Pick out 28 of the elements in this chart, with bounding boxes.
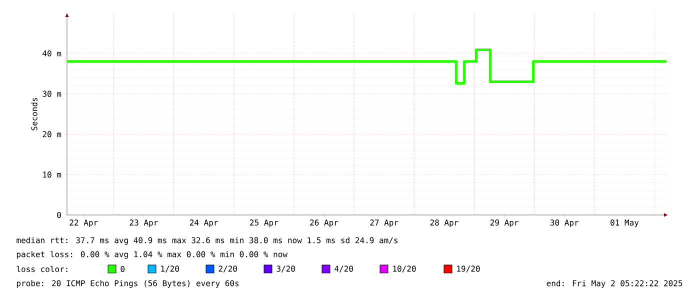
x-tick-label: 30 Apr bbox=[550, 220, 579, 228]
text: end: Fri May 2 05:22:22 2025 bbox=[546, 280, 682, 288]
x-tick-label: 01 May bbox=[610, 220, 639, 228]
legend-label: 0 bbox=[120, 266, 125, 272]
y-axis-title: Seconds bbox=[31, 98, 38, 130]
x-tick-label: 27 Apr bbox=[370, 220, 398, 228]
legend-label: 2/20 bbox=[218, 266, 237, 272]
y-tick-label: 40 m bbox=[42, 50, 62, 56]
y-tick-label: 30 m bbox=[42, 90, 62, 97]
legend-label: 3/20 bbox=[276, 266, 295, 272]
y-tick-label: 20 m bbox=[42, 131, 62, 138]
x-tick-label: 24 Apr bbox=[190, 220, 218, 228]
text: median rtt: 37.7 ms avg 40.9 ms max 32.6 ms min 38.0 ms now 1.5 ms sd 24.9 am/s bbox=[16, 237, 398, 245]
x-tick-label: 25 Apr bbox=[250, 220, 278, 228]
x-tick-label: 28 Apr bbox=[430, 220, 458, 228]
legend-label: 4/20 bbox=[334, 266, 353, 272]
legend-label: 19/20 bbox=[457, 266, 480, 272]
legend-label: 10/20 bbox=[393, 266, 416, 272]
x-tick-label: 29 Apr bbox=[490, 220, 518, 228]
text: probe: 20 ICMP Echo Pings (56 Bytes) every 60s bbox=[16, 280, 239, 288]
x-tick-label: 23 Apr bbox=[130, 220, 158, 228]
legend-label: 1/20 bbox=[161, 266, 179, 272]
y-tick-label: 10 m bbox=[43, 172, 62, 178]
y-tick-label: 0 bbox=[57, 212, 61, 218]
legend-title: loss color: bbox=[16, 266, 68, 272]
x-tick-label: 22 Apr bbox=[70, 220, 98, 228]
text: packet loss: 0.00 % avg 1.04 % max 0.00 % min 0.00 % now bbox=[16, 251, 288, 259]
x-tick-label: 26 Apr bbox=[310, 220, 338, 228]
